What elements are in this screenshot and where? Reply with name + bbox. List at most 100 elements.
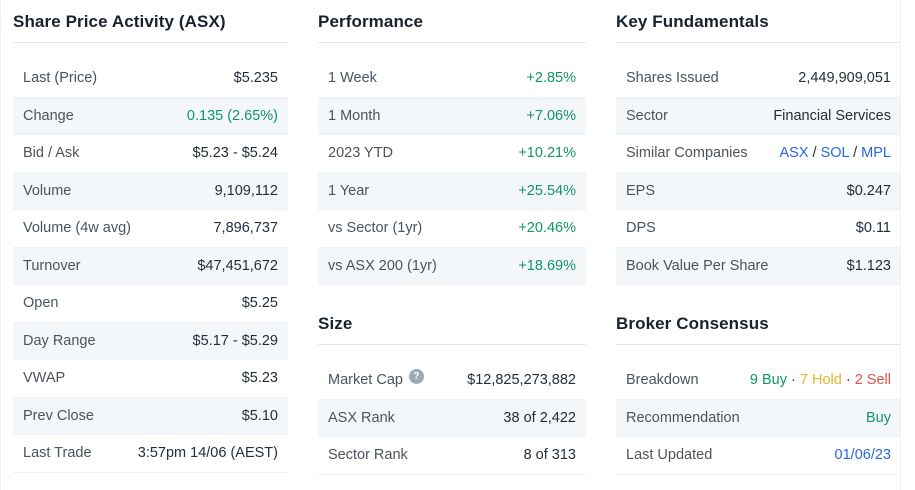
section-share-price-activity: Share Price Activity (ASX) Last (Price) $5… (13, 10, 288, 473)
table-row: Breakdown 9 Buy · 7 Hold · 2 Sell (616, 362, 901, 400)
row-value: $47,451,672 (197, 258, 278, 274)
row-value: $5.17 - $5.29 (193, 333, 278, 349)
value-text: $5.23 - $5.24 (192, 145, 278, 162)
row-value: $5.10 (242, 408, 278, 424)
size-table: Market Cap? $12,825,273,882 ASX Rank 38 of … (318, 362, 586, 475)
broker-consensus-table: Breakdown 9 Buy · 7 Hold · 2 Sell Recommen… (616, 362, 901, 475)
value-text: +20.46% (518, 220, 576, 237)
row-value: $5.25 (242, 295, 278, 311)
row-label: 1 Month (328, 107, 381, 124)
table-row: 1 Year +25.54% (318, 172, 586, 210)
row-label: EPS (626, 182, 656, 199)
row-label: Book Value Per Share (626, 257, 769, 274)
row-value: +2.85% (526, 70, 576, 86)
table-row: Similar Companies ASX / SOL / MPL (616, 135, 901, 173)
row-value: 8 of 313 (524, 447, 576, 463)
section-title-share-price: Share Price Activity (ASX) (13, 12, 226, 31)
value-text: / (808, 145, 821, 162)
panel-right-border (900, 0, 901, 490)
row-label: vs Sector (1yr) (328, 220, 423, 237)
row-label: Bid / Ask (23, 145, 80, 162)
table-row: Bid / Ask $5.23 - $5.24 (13, 135, 288, 173)
row-value: $0.11 (856, 220, 891, 236)
row-label: 2023 YTD (328, 145, 394, 162)
value-text: 3:57pm 14/06 (AEST) (137, 445, 278, 462)
row-label: Turnover (23, 257, 81, 274)
row-label: ASX Rank (328, 409, 395, 426)
row-label: Sector Rank (328, 447, 408, 464)
row-label: Sector (626, 107, 668, 124)
row-value: +25.54% (518, 183, 576, 199)
row-label: Open (23, 295, 59, 312)
table-row: EPS $0.247 (616, 172, 901, 210)
value-text: · (787, 372, 800, 389)
table-row: VWAP $5.23 (13, 360, 288, 398)
row-value: 7,896,737 (213, 220, 278, 236)
value-text: 7,896,737 (213, 220, 278, 237)
column-share-price: Share Price Activity (ASX) Last (Price) $5… (13, 10, 288, 490)
value-text: Buy (866, 409, 891, 426)
table-row: Recommendation Buy (616, 399, 901, 437)
last-updated-date-link[interactable]: 01/06/23 (834, 447, 891, 464)
value-text: 2 Sell (854, 372, 891, 389)
section-divider (616, 42, 901, 43)
section-broker-consensus: Broker Consensus Breakdown 9 Buy · 7 Hold … (616, 312, 901, 475)
table-row: 1 Month +7.06% (318, 97, 586, 135)
row-value: +7.06% (526, 108, 576, 124)
section-size: Size Market Cap? $12,825,273,882 ASX Rank 38… (318, 312, 586, 475)
value-text: $0.11 (855, 220, 891, 237)
help-icon[interactable]: ? (408, 368, 424, 384)
row-value: 9 Buy · 7 Hold · 2 Sell (750, 372, 891, 388)
row-value: Financial Services (773, 108, 891, 124)
similar-company-sol-link[interactable]: SOL (820, 145, 850, 162)
value-text: $5.25 (241, 295, 278, 312)
row-value: $0.247 (847, 183, 891, 199)
section-performance: Performance 1 Week +2.85% 1 Month +7.06% 2023… (318, 10, 586, 285)
value-text: $0.247 (846, 182, 891, 199)
table-row: vs ASX 200 (1yr) +18.69% (318, 247, 586, 285)
table-row: Last (Price) $5.235 (13, 60, 288, 98)
row-label: Change (23, 107, 74, 124)
row-label: Shares Issued (626, 70, 719, 87)
value-text: $5.17 - $5.29 (192, 332, 278, 349)
row-value: 38 of 2,422 (503, 410, 576, 426)
table-row: Day Range $5.17 - $5.29 (13, 322, 288, 360)
section-title-key-fundamentals: Key Fundamentals (616, 12, 769, 31)
row-label: DPS (626, 220, 656, 237)
value-text: +2.85% (526, 70, 576, 87)
table-row: Prev Close $5.10 (13, 397, 288, 435)
value-text: +10.21% (518, 145, 576, 162)
similar-company-asx-link[interactable]: ASX (779, 145, 809, 162)
row-label: Breakdown (626, 372, 699, 389)
row-value: +18.69% (518, 258, 576, 274)
value-text: $5.23 (241, 370, 278, 387)
row-label: Market Cap (328, 372, 403, 389)
table-row: Volume 9,109,112 (13, 172, 288, 210)
value-text: 8 of 313 (523, 447, 576, 464)
value-text: +18.69% (518, 257, 576, 274)
table-row: 2023 YTD +10.21% (318, 135, 586, 173)
value-text: 7 Hold (799, 372, 842, 389)
table-row: Shares Issued 2,449,909,051 (616, 60, 901, 98)
row-label: 1 Year (328, 182, 370, 199)
table-row: ASX Rank 38 of 2,422 (318, 399, 586, 437)
value-text: 2,449,909,051 (798, 70, 891, 87)
section-title-broker-consensus: Broker Consensus (616, 314, 769, 333)
row-label: Day Range (23, 332, 96, 349)
row-value: $5.23 (242, 370, 278, 386)
similar-company-mpl-link[interactable]: MPL (861, 145, 891, 162)
table-row: vs Sector (1yr) +20.46% (318, 210, 586, 248)
table-row: Sector Rank 8 of 313 (318, 437, 586, 475)
row-label: Recommendation (626, 409, 740, 426)
row-value: $12,825,273,882 (467, 372, 576, 388)
row-label: vs ASX 200 (1yr) (328, 257, 437, 274)
row-label: Prev Close (23, 407, 94, 424)
table-row: Turnover $47,451,672 (13, 247, 288, 285)
panel-left-border (0, 0, 1, 490)
row-value: 9,109,112 (215, 183, 278, 199)
section-title-performance: Performance (318, 12, 424, 31)
section-divider (318, 42, 586, 43)
table-row: Last Trade 3:57pm 14/06 (AEST) (13, 435, 288, 473)
row-label: Similar Companies (626, 145, 748, 162)
